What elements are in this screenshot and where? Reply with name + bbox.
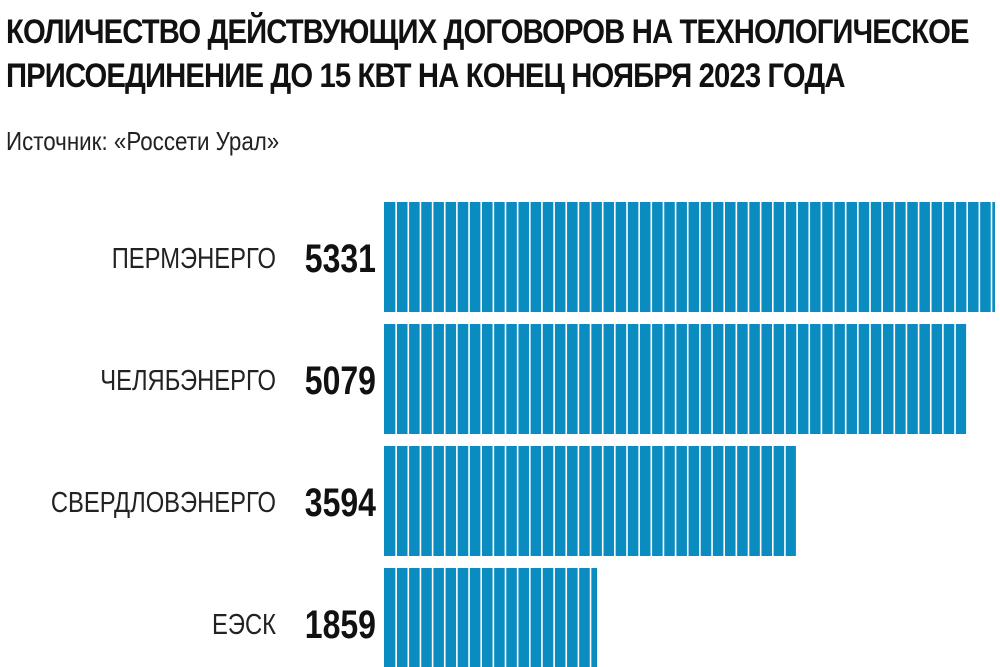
category-label: ЧЕЛЯБЭНЕРГО xyxy=(100,364,276,397)
category-label: ЕЭСК xyxy=(212,608,276,641)
chart-title-line-1: КОЛИЧЕСТВО ДЕЙСТВУЮЩИХ ДОГОВОРОВ НА ТЕХН… xyxy=(6,13,970,51)
value-label: 5079 xyxy=(305,358,376,403)
chart-title: КОЛИЧЕСТВО ДЕЙСТВУЮЩИХ ДОГОВОРОВ НА ТЕХН… xyxy=(6,10,970,98)
category-label: ПЕРМЭНЕРГО xyxy=(112,242,276,275)
bar xyxy=(384,202,995,312)
value-label: 5331 xyxy=(305,236,376,281)
value-label: 3594 xyxy=(305,480,376,525)
bar-group: 3594 СВЕРДЛОВЭНЕРГО xyxy=(51,446,796,556)
value-label: 1859 xyxy=(305,602,376,647)
bar-group: 5331 ПЕРМЭНЕРГО xyxy=(112,202,995,312)
chart-title-line-2: ПРИСОЕДИНЕНИЕ ДО 15 КВТ НА КОНЕЦ НОЯБРЯ … xyxy=(6,57,845,95)
bar xyxy=(384,568,598,667)
source-note: Источник: «Россети Урал» xyxy=(6,126,280,156)
bar-group: 1859 ЕЭСК xyxy=(212,568,598,667)
bar-group: 5079 ЧЕЛЯБЭНЕРГО xyxy=(100,324,967,434)
category-label: СВЕРДЛОВЭНЕРГО xyxy=(51,486,276,519)
